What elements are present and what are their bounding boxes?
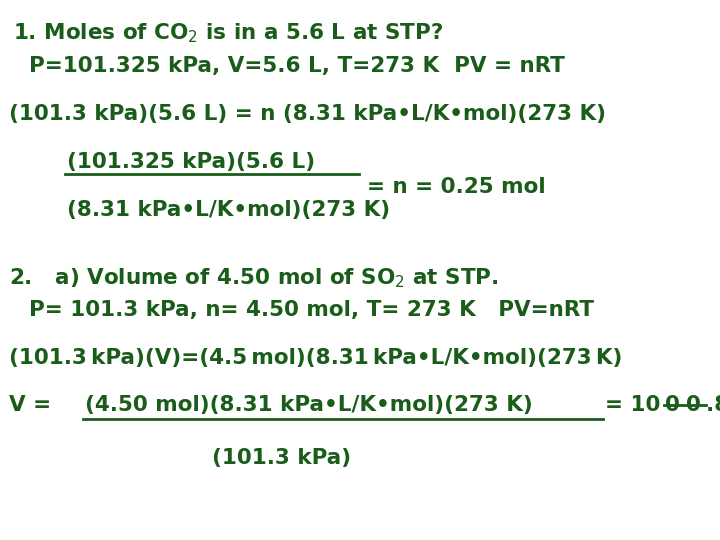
Text: .8 L: .8 L	[706, 395, 720, 415]
Text: (8.31 kPa•L/K•mol)(273 K): (8.31 kPa•L/K•mol)(273 K)	[67, 200, 390, 220]
Text: P=101.325 kPa, V=5.6 L, T=273 K  PV = nRT: P=101.325 kPa, V=5.6 L, T=273 K PV = nRT	[29, 56, 564, 76]
Text: = 10: = 10	[605, 395, 660, 415]
Text: 0: 0	[665, 395, 680, 415]
Text: (101.3 kPa): (101.3 kPa)	[212, 448, 351, 468]
Text: P= 101.3 kPa, n= 4.50 mol, T= 273 K   PV=nRT: P= 101.3 kPa, n= 4.50 mol, T= 273 K PV=n…	[29, 300, 594, 320]
Text: 0: 0	[686, 395, 701, 415]
Text: 2.   a) Volume of 4.50 mol of SO$_2$ at STP.: 2. a) Volume of 4.50 mol of SO$_2$ at ST…	[9, 266, 498, 290]
Text: = n = 0.25 mol: = n = 0.25 mol	[367, 177, 546, 197]
Text: 1. Moles of CO$_2$ is in a 5.6 L at STP?: 1. Moles of CO$_2$ is in a 5.6 L at STP?	[13, 22, 444, 45]
Text: (4.50 mol)(8.31 kPa•L/K•mol)(273 K): (4.50 mol)(8.31 kPa•L/K•mol)(273 K)	[85, 395, 533, 415]
Text: (101.3 kPa)(V)=(4.5 mol)(8.31 kPa•L/K•mol)(273 K): (101.3 kPa)(V)=(4.5 mol)(8.31 kPa•L/K•mo…	[9, 348, 622, 368]
Text: (101.325 kPa)(5.6 L): (101.325 kPa)(5.6 L)	[67, 152, 315, 172]
Text: V =: V =	[9, 395, 51, 415]
Text: (101.3 kPa)(5.6 L) = n (8.31 kPa•L/K•mol)(273 K): (101.3 kPa)(5.6 L) = n (8.31 kPa•L/K•mol…	[9, 104, 606, 124]
